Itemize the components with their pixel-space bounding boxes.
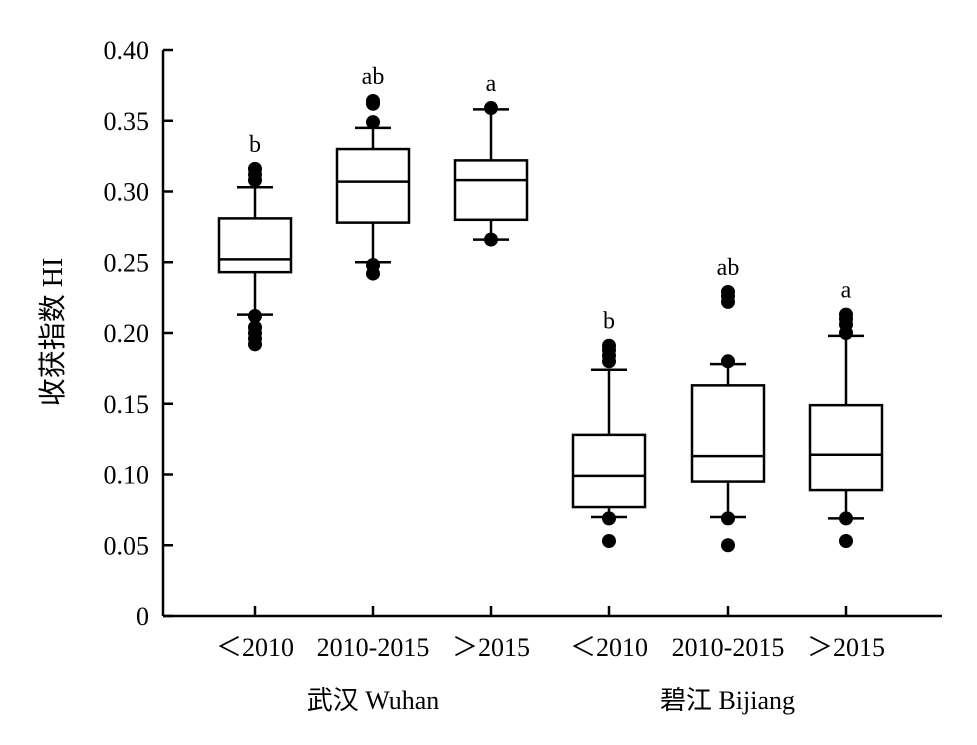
- box-iqr: [571, 433, 647, 509]
- box-iqr: [690, 384, 766, 483]
- box: ab: [690, 255, 766, 553]
- x-tick-label: ＜2010: [216, 633, 294, 662]
- x-axis: ＜2010 2010-2015 ＞2015 ＜2010 2010-2015 ＞2015 武汉…: [163, 606, 942, 715]
- box: b: [217, 132, 293, 352]
- box-iqr: [217, 217, 293, 274]
- y-tick-label: 0.25: [104, 248, 150, 277]
- significance-letter: a: [841, 278, 852, 304]
- outlier-point: [366, 258, 380, 273]
- y-axis: 0 0.05 0.10 0.15 0.20 0.25 0.30 0.35 0.40: [104, 36, 173, 631]
- y-tick-label: 0.20: [104, 319, 150, 348]
- box: ab: [335, 64, 411, 281]
- outlier-point: [248, 320, 262, 335]
- y-tick-label: 0.05: [104, 531, 150, 560]
- box: b: [571, 309, 647, 549]
- y-tick-label: 0.35: [104, 107, 150, 136]
- outlier-point: [248, 161, 262, 176]
- box: a: [808, 278, 884, 549]
- significance-letter: b: [603, 309, 615, 335]
- significance-letter: ab: [717, 255, 740, 281]
- y-axis-label: 收获指数 HI: [37, 258, 69, 407]
- outlier-point: [839, 511, 853, 526]
- y-tick-label: 0: [136, 602, 149, 631]
- y-tick-label: 0.15: [104, 390, 150, 419]
- x-tick-label: 2010-2015: [317, 633, 430, 662]
- outlier-point: [839, 534, 853, 549]
- outlier-point: [602, 338, 616, 353]
- outlier-point: [721, 511, 735, 526]
- y-tick-label: 0.10: [104, 461, 150, 490]
- x-tick-label: ＞2015: [807, 633, 885, 662]
- outlier-point: [721, 284, 735, 299]
- significance-letter: a: [486, 71, 497, 97]
- outlier-point: [366, 93, 380, 108]
- outlier-point: [721, 354, 735, 369]
- group-label: 武汉 Wuhan: [307, 686, 440, 715]
- box-iqr: [335, 147, 411, 224]
- outlier-point: [248, 309, 262, 324]
- outlier-point: [366, 115, 380, 130]
- x-tick-label: ＞2015: [452, 633, 530, 662]
- group-label: 碧江 Bijiang: [660, 686, 795, 715]
- outlier-point: [602, 511, 616, 526]
- significance-letter: ab: [362, 64, 385, 90]
- x-tick-label: ＜2010: [570, 633, 648, 662]
- outlier-point: [602, 534, 616, 549]
- y-tick-label: 0.40: [104, 36, 150, 65]
- y-tick-label: 0.30: [104, 178, 150, 207]
- box-iqr: [808, 403, 884, 492]
- outlier-point: [839, 307, 853, 322]
- outlier-point: [484, 101, 498, 116]
- box-iqr: [453, 159, 529, 222]
- x-tick-label: 2010-2015: [672, 633, 785, 662]
- outlier-point: [721, 538, 735, 553]
- significance-letter: b: [249, 132, 261, 158]
- outlier-point: [484, 232, 498, 247]
- box: a: [453, 71, 529, 247]
